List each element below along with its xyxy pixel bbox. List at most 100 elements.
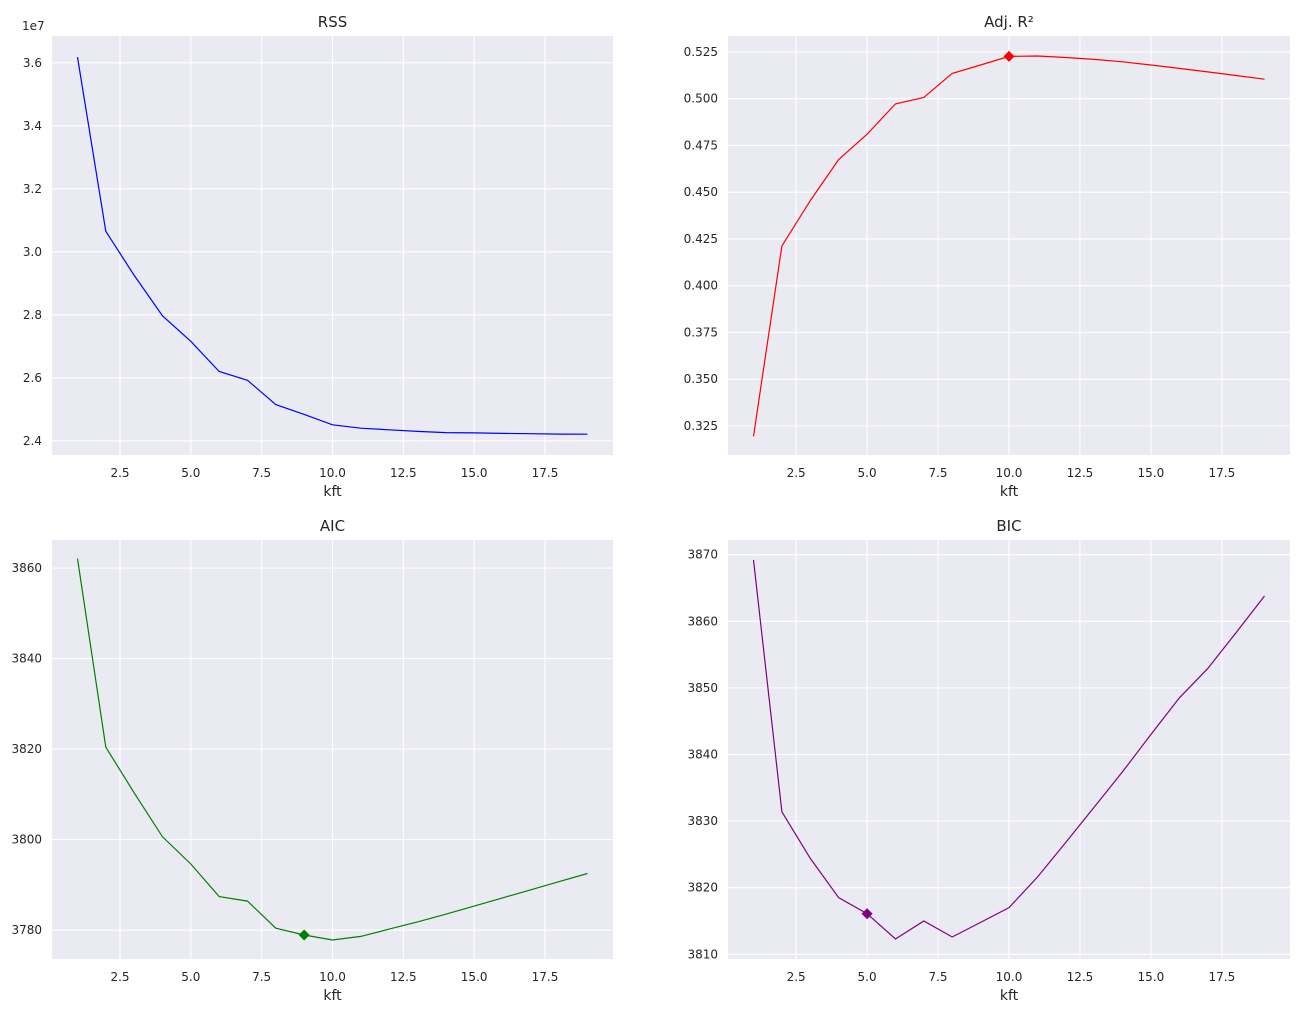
bic-data-point <box>1235 631 1238 634</box>
rss-data-point <box>529 432 532 435</box>
bic-x-axis-label: kft <box>1000 988 1019 1004</box>
bic-data-point <box>1008 906 1011 909</box>
adj-r2-x-axis-label: kft <box>1000 484 1019 500</box>
adj-r2-x-tick-label: 12.5 <box>1067 466 1094 480</box>
adj-r2-data-point <box>979 63 982 66</box>
bic-data-point <box>780 810 783 813</box>
adj-r2-y-tick-label: 0.425 <box>684 232 718 246</box>
aic-y-tick-label: 3800 <box>11 833 42 847</box>
aic-series-line <box>76 558 588 941</box>
rss-x-tick-label: 10.0 <box>319 466 346 480</box>
adj-r2-data-point <box>922 96 925 99</box>
bic-data-point <box>1206 667 1209 670</box>
adj-r2-data-point <box>752 435 755 438</box>
bic-y-tick-label: 3810 <box>687 947 718 961</box>
rss-x-axis-label: kft <box>323 484 342 500</box>
bic-series-line <box>752 559 1265 940</box>
rss-data-point <box>558 433 561 436</box>
rss-data-point <box>501 432 504 435</box>
adj-r2-y-tick-label: 0.375 <box>684 325 718 339</box>
adj-r2-data-point <box>866 133 869 136</box>
adj-r2-data-point <box>1036 55 1039 58</box>
adj-r2-data-point <box>837 158 840 161</box>
aic-x-tick-label: 17.5 <box>532 970 559 984</box>
bic-data-point <box>809 857 812 860</box>
aic-data-point <box>529 888 532 891</box>
aic-data-point <box>133 791 136 794</box>
adj-r2-title: Adj. R² <box>984 13 1034 31</box>
adj-r2-y-tick-label: 0.350 <box>684 372 718 386</box>
adj-r2-x-tick-label: 2.5 <box>787 466 806 480</box>
aic-data-point <box>161 835 164 838</box>
rss-x-tick-label: 2.5 <box>110 466 129 480</box>
adj-r2-y-tick-label: 0.325 <box>684 419 718 433</box>
rss-data-point <box>359 427 362 430</box>
aic-y-tick-label: 3780 <box>11 923 42 937</box>
aic-data-point <box>274 927 277 930</box>
bic-x-tick-label: 10.0 <box>996 970 1023 984</box>
rss-y-tick-label: 3.2 <box>23 182 42 196</box>
adj-r2-panel: 2.5 5.0 7.5 10.0 12.5 15.0 17.5 0.325 0.350 0.375… <box>684 13 1290 500</box>
rss-data-point <box>218 370 221 373</box>
bic-x-tick-label: 7.5 <box>928 970 947 984</box>
bic-x-tick-label: 5.0 <box>858 970 877 984</box>
adj-r2-data-point <box>1121 60 1124 63</box>
adj-r2-optimum-marker <box>1003 50 1015 62</box>
bic-data-point <box>1064 841 1067 844</box>
aic-data-point <box>388 928 391 931</box>
aic-y-tick-label: 3840 <box>11 652 42 666</box>
adj-r2-y-tick-label: 0.450 <box>684 185 718 199</box>
aic-data-point <box>76 557 79 560</box>
aic-optimum-marker <box>298 929 310 941</box>
aic-x-tick-label: 2.5 <box>110 970 129 984</box>
aic-data-point <box>444 913 447 916</box>
aic-data-point <box>473 905 476 908</box>
adj-r2-data-point <box>894 102 897 105</box>
bic-y-tick-label: 3850 <box>687 681 718 695</box>
aic-data-point <box>416 920 419 923</box>
rss-data-point <box>161 314 164 317</box>
adj-r2-data-point <box>1206 70 1209 73</box>
aic-data-point <box>331 938 334 941</box>
bic-y-tick-label: 3820 <box>687 881 718 895</box>
rss-offset-label: 1e7 <box>22 19 45 33</box>
rss-data-point <box>444 431 447 434</box>
aic-panel: 2.5 5.0 7.5 10.0 12.5 15.0 17.5 3780 3800 3820 384… <box>11 517 613 1004</box>
rss-x-tick-label: 15.0 <box>461 466 488 480</box>
adj-r2-x-tick-label: 17.5 <box>1209 466 1236 480</box>
bic-data-point <box>1149 733 1152 736</box>
bic-y-tick-label: 3830 <box>687 814 718 828</box>
rss-y-tick-label: 3.0 <box>23 245 42 259</box>
adj-r2-y-tick-label: 0.475 <box>684 138 718 152</box>
bic-data-point <box>894 938 897 941</box>
rss-data-point <box>133 274 136 277</box>
rss-x-tick-label: 12.5 <box>390 466 417 480</box>
bic-data-point <box>922 920 925 923</box>
rss-data-point <box>586 433 589 436</box>
aic-y-tick-label: 3860 <box>11 561 42 575</box>
bic-data-point <box>979 921 982 924</box>
adj-r2-data-point <box>1149 63 1152 66</box>
bic-panel: 2.5 5.0 7.5 10.0 12.5 15.0 17.5 3810 3820 3830 384… <box>687 517 1290 1004</box>
bic-data-point <box>1263 594 1266 597</box>
rss-x-tick-label: 7.5 <box>252 466 271 480</box>
rss-x-tick-label: 17.5 <box>532 466 559 480</box>
aic-data-point <box>246 900 249 903</box>
bic-x-tick-label: 17.5 <box>1209 970 1236 984</box>
bic-optimum-marker <box>861 908 873 920</box>
rss-data-point <box>189 340 192 343</box>
rss-y-tick-label: 2.8 <box>23 308 42 322</box>
adj-r2-data-point <box>1064 56 1067 59</box>
aic-x-tick-label: 5.0 <box>181 970 200 984</box>
adj-r2-y-tick-label: 0.525 <box>684 45 718 59</box>
adj-r2-data-point <box>951 72 954 75</box>
rss-data-point <box>76 56 79 59</box>
rss-data-point <box>104 230 107 233</box>
bic-data-point <box>1093 806 1096 809</box>
rss-series-line <box>76 57 588 435</box>
bic-y-tick-label: 3860 <box>687 614 718 628</box>
bic-y-tick-label: 3870 <box>687 548 718 562</box>
aic-y-tick-label: 3820 <box>11 742 42 756</box>
bic-data-point <box>1178 696 1181 699</box>
